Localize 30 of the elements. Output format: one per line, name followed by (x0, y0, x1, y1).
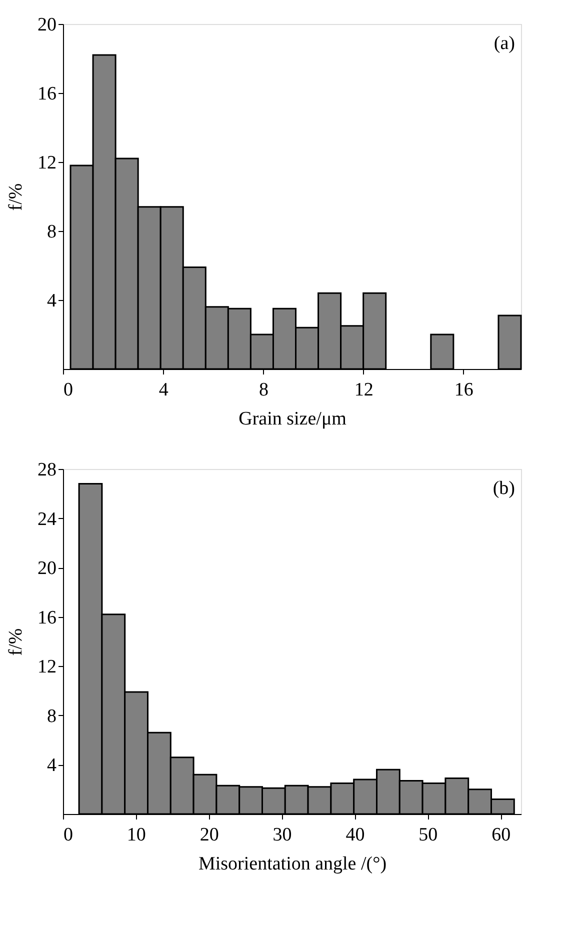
y-tick-label: 16 (38, 607, 56, 628)
y-axis-title: f/% (6, 183, 26, 211)
x-tick-label: 8 (258, 380, 268, 400)
annotation: (a) (494, 33, 515, 54)
y-tick-label: 4 (47, 290, 57, 312)
x-tick-label: 30 (272, 824, 292, 846)
y-tick-label: 20 (38, 558, 56, 580)
annotation: (b) (492, 478, 515, 499)
x-tick-label: 0 (64, 380, 73, 400)
x-tick-label: 50 (418, 824, 438, 846)
y-tick-label: 16 (38, 84, 56, 104)
y-tick-label: 28 (38, 460, 56, 480)
y-tick-label: 8 (47, 706, 56, 727)
y-axis-title: f/% (6, 628, 26, 656)
x-tick-label: 10 (126, 824, 146, 846)
x-tick-label: 4 (158, 380, 169, 400)
x-axis-title: Misorientation angle /(°) (198, 854, 387, 874)
x-tick-label: 60 (492, 824, 511, 846)
y-tick-label: 12 (38, 152, 56, 174)
x-tick-label: 0 (64, 824, 73, 846)
x-tick-label: 16 (454, 380, 474, 400)
x-tick-label: 20 (200, 824, 219, 846)
y-tick-label: 4 (47, 755, 57, 776)
y-tick-label: 12 (38, 656, 56, 678)
x-tick-label: 40 (346, 824, 365, 846)
y-tick-label: 8 (47, 222, 56, 242)
x-tick-label: 12 (354, 380, 374, 400)
y-tick-label: 20 (38, 14, 56, 36)
y-tick-label: 24 (38, 508, 57, 530)
x-axis-title: Grain size/μm (238, 408, 347, 430)
